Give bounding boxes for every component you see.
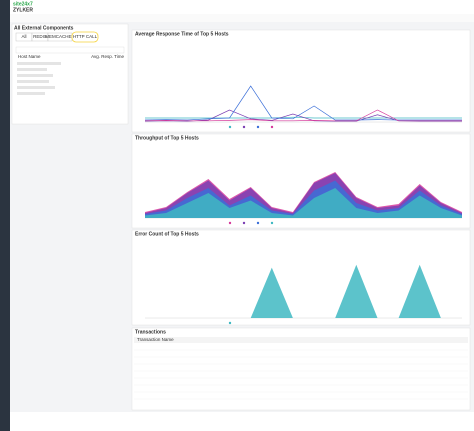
tabs: All REDIS MEMCACHED HTTP CALL [15,31,99,43]
section-title: Transactions [135,329,166,335]
row-bar [17,74,53,77]
column-header: Transaction Name [137,337,174,342]
org-name: ZYLKER [13,7,33,13]
table-header [134,337,468,343]
line [144,85,462,121]
card [131,29,471,133]
sidebar [0,0,10,431]
chart-title: Error Count of Top 5 Hosts [135,231,199,237]
host-rows [17,62,61,95]
footer [10,412,474,431]
tab-label: All [21,34,26,39]
tab-active[interactable] [71,31,99,43]
legend-dot [256,221,260,225]
column-header: Avg. Resp. Time [91,54,124,59]
chart-title: Throughput of Top 5 Hosts [135,135,199,141]
transaction-rows [134,349,468,400]
top-bar [10,0,474,14]
legend-dot [242,221,246,225]
column-header: Host Name [18,54,41,59]
tab-label: REDIS [33,34,47,39]
tab-label: HTTP CALL [73,34,98,39]
row-bar [17,80,49,83]
search-box[interactable] [15,46,125,54]
row-bar [17,86,55,89]
legend-dot [270,221,274,225]
area [145,188,462,218]
row-bar [17,62,61,65]
area [145,264,462,318]
logo: site24x7 [13,1,33,7]
chart-title: Average Response Time of Top 5 Hosts [135,31,229,37]
legend-dot [228,321,232,325]
legend-dot [242,125,246,129]
legend-dot [228,125,232,129]
row-bar [17,92,45,95]
nav-bar [10,14,474,22]
line [144,109,462,122]
legend-dot [256,125,260,129]
row-bar [17,68,47,71]
panel-title: All External Components [14,25,74,31]
legend-dot [270,125,274,129]
tab-label: MEMCACHED [45,34,75,39]
legend-dot [228,221,232,225]
